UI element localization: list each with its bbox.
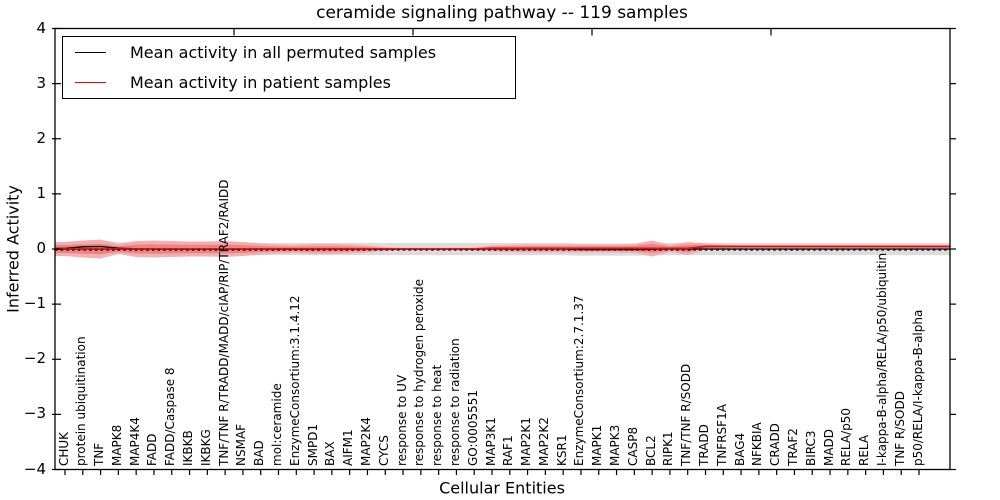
category-label: GO:0005551 — [465, 389, 480, 466]
category-label: TNF — [92, 442, 107, 466]
y-tick-label: −4 — [23, 459, 46, 478]
category-label: mol:ceramide — [270, 383, 284, 466]
category-label: FADD/Caspase 8 — [163, 367, 178, 466]
category-label: SMPD1 — [305, 423, 320, 466]
category-label: response to UV — [394, 374, 409, 466]
category-label: RIPK1 — [661, 431, 676, 466]
category-label: response to hydrogen peroxide — [412, 278, 427, 466]
legend-label: Mean activity in all permuted samples — [130, 43, 437, 62]
y-tick-label: 3 — [36, 73, 46, 92]
category-label: TRAF2 — [785, 428, 800, 466]
category-label: BAD — [252, 440, 267, 466]
category-label: CRADD — [768, 423, 783, 466]
category-label: MAPK3 — [608, 424, 623, 466]
category-label: FADD — [145, 433, 160, 467]
y-tick-label: −1 — [23, 294, 46, 313]
category-label: RELA — [857, 434, 872, 466]
patient-mean-line — [55, 245, 950, 250]
category-label: RELA/p50 — [839, 407, 854, 466]
category-label: RAF1 — [501, 435, 516, 466]
category-label: CHUK — [56, 431, 71, 466]
category-label: IKBKG — [198, 429, 213, 466]
category-label: BIRC3 — [803, 430, 818, 466]
category-label: response to radiation — [447, 338, 462, 466]
category-label: I-kappa-B-alpha/RELA/p50/ubiquitin — [874, 252, 889, 466]
y-tick-label: 4 — [36, 18, 46, 37]
y-tick-label: 2 — [36, 128, 46, 147]
category-label: NSMAF — [234, 423, 249, 466]
y-tick-label: −3 — [23, 404, 46, 423]
category-label: EnzymeConsortium:2.7.1.37 — [572, 295, 587, 466]
category-label: response to heat — [430, 364, 445, 466]
category-label: TRADD — [697, 424, 711, 466]
category-label: MAP2K4 — [358, 417, 373, 466]
legend-label: Mean activity in patient samples — [130, 73, 391, 92]
category-label: protein ubiquitination — [74, 336, 89, 466]
category-label: TNF R/SODD — [892, 391, 907, 466]
category-label: EnzymeConsortium:3.1.4.12 — [287, 295, 302, 466]
category-label: MAP3K1 — [483, 417, 498, 466]
category-label: TNF/TNF R/TRADD/MADD/cIAP/RIP/TRAF2/RAID… — [216, 179, 231, 467]
category-label: MADD — [821, 428, 836, 466]
category-label: NFKBIA — [750, 422, 765, 466]
category-label: MAP2K2 — [536, 417, 551, 466]
category-label: IKBKB — [181, 430, 196, 466]
category-label: p50/RELA/I-kappa-B-alpha — [910, 309, 925, 466]
category-label: MAP2K1 — [519, 417, 534, 466]
category-label: CASP8 — [625, 426, 640, 466]
legend-box: Mean activity in all permuted samples Me… — [62, 36, 516, 99]
y-tick-label: 0 — [36, 239, 46, 258]
patient-line-swatch — [75, 82, 106, 83]
category-label: BAX — [323, 441, 338, 466]
category-label: MAPK8 — [109, 424, 124, 466]
chart-title: ceramide signaling pathway -- 119 sample… — [316, 3, 688, 23]
legend-entry-permuted: Mean activity in all permuted samples — [63, 38, 515, 67]
category-label: TNF/TNF R/SODD — [679, 363, 694, 466]
category-label: MAP4K4 — [127, 417, 142, 466]
category-label: AIFM1 — [341, 429, 356, 466]
permuted-line-swatch — [75, 52, 106, 53]
category-label: BCL2 — [643, 435, 658, 466]
category-label: MAPK1 — [590, 424, 605, 466]
category-label: CYCS — [376, 435, 391, 466]
category-label: TNFRSF1A — [714, 404, 729, 466]
y-tick-label: 1 — [36, 183, 46, 202]
x-axis-label: Cellular Entities — [439, 478, 565, 498]
category-label: KSR1 — [554, 434, 569, 466]
y-tick-label: −2 — [23, 349, 46, 368]
legend-entry-patient: Mean activity in patient samples — [63, 68, 515, 97]
category-label: BAG4 — [732, 432, 747, 466]
